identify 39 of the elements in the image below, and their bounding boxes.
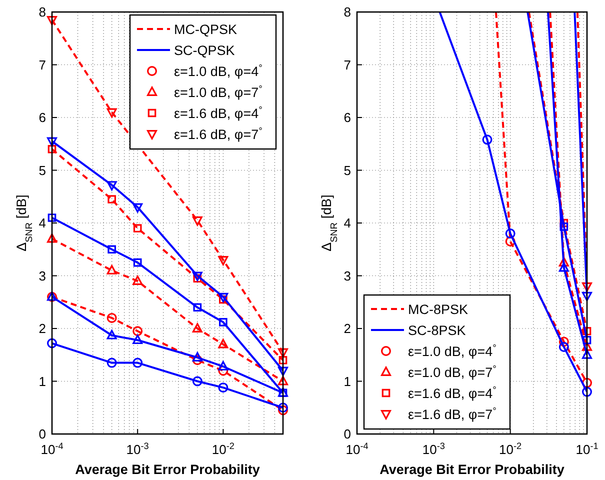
y-tick-label: 2 bbox=[344, 321, 351, 336]
legend-label: SC-8PSK bbox=[408, 323, 466, 338]
y-tick-label: 1 bbox=[38, 374, 46, 389]
x-tick-label: 10$^{-4}$ bbox=[40, 441, 64, 457]
y-tick-label: 3 bbox=[344, 268, 351, 284]
x-tick-label: 10$^{-2}$ bbox=[499, 441, 522, 457]
y-tick-label: 6 bbox=[344, 110, 351, 125]
x-axis-title: Average Bit Error Probability bbox=[75, 462, 260, 477]
legend-label: ε=1.0 dB, φ=7$^{°}$ bbox=[174, 84, 263, 100]
y-tick-label: 7 bbox=[344, 57, 351, 72]
x-axis-title: Average Bit Error Probability bbox=[380, 462, 565, 477]
y-tick-label: 1 bbox=[344, 374, 351, 389]
x-tick-label: 10$^{-2}$ bbox=[212, 441, 234, 457]
legend-label: MC-8PSK bbox=[408, 302, 468, 317]
y-tick-label: 8 bbox=[344, 4, 351, 20]
x-tick-label: 10$^{-3}$ bbox=[422, 441, 445, 457]
y-tick-label: 8 bbox=[38, 4, 46, 20]
y-tick-label: 0 bbox=[344, 426, 351, 442]
x-tick-label: 10$^{-1}$ bbox=[576, 441, 598, 457]
y-tick-label: 5 bbox=[38, 162, 46, 178]
legend-label: ε=1.6 dB, φ=7$^{°}$ bbox=[408, 406, 497, 422]
x-tick-label: 10$^{-3}$ bbox=[126, 441, 149, 457]
x-tick-label: 10$^{-4}$ bbox=[346, 441, 368, 457]
legend-label: ε=1.0 dB, φ=4$^{°}$ bbox=[408, 342, 497, 359]
y-tick-label: 3 bbox=[38, 268, 46, 284]
legend-label: ε=1.0 dB, φ=4$^{°}$ bbox=[174, 62, 263, 79]
y-tick-label: 4 bbox=[38, 216, 46, 230]
legend-label: MC-QPSK bbox=[174, 22, 238, 37]
y-tick-label: 6 bbox=[38, 110, 46, 125]
legend-label: ε=1.6 dB, φ=4$^{°}$ bbox=[174, 104, 263, 121]
legend-label: ε=1.6 dB, φ=7$^{°}$ bbox=[174, 126, 263, 142]
y-tick-label: 4 bbox=[344, 216, 351, 230]
legend-label: ε=1.6 dB, φ=4$^{°}$ bbox=[408, 384, 497, 401]
y-tick-label: 2 bbox=[38, 321, 46, 336]
legend-label: ε=1.0 dB, φ=7$^{°}$ bbox=[408, 364, 497, 380]
y-tick-label: 0 bbox=[38, 426, 46, 442]
legend-label: SC-QPSK bbox=[174, 43, 235, 58]
y-tick-label: 5 bbox=[344, 162, 351, 178]
y-tick-label: 7 bbox=[38, 57, 46, 72]
